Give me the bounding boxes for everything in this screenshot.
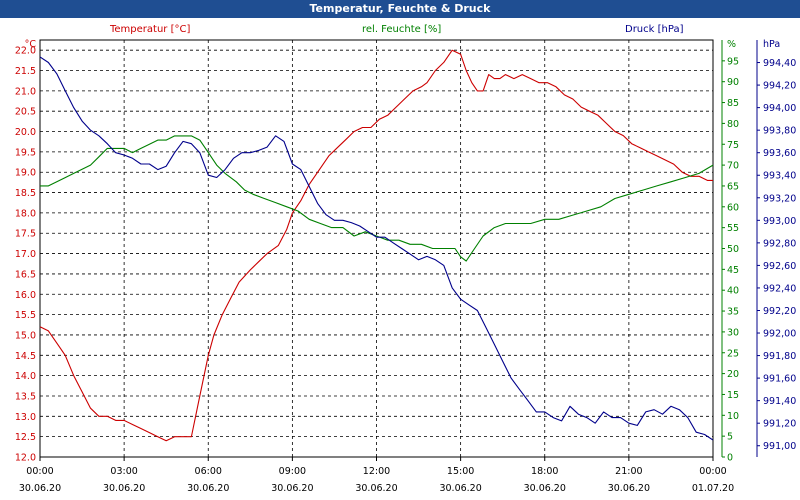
humidity-unit-label: % (727, 39, 736, 50)
temperature-tick-label: 17.5 (15, 229, 36, 240)
temperature-tick-label: 21.0 (15, 86, 36, 97)
x-tick-time-label: 18:00 (531, 466, 558, 477)
x-tick-time-label: 03:00 (110, 466, 137, 477)
x-tick-date-label: 30.06.20 (103, 483, 145, 494)
temperature-tick-label: 19.5 (15, 147, 36, 158)
temperature-line (39, 49, 713, 442)
humidity-tick-label: 10 (727, 411, 739, 422)
humidity-tick-label: 40 (727, 286, 739, 297)
pressure-tick-label: 993,80 (763, 126, 796, 137)
pressure-tick-label: 993,40 (763, 171, 796, 182)
temperature-tick-label: 13.0 (15, 412, 36, 423)
pressure-tick-label: 993,00 (763, 216, 796, 227)
pressure-line (39, 56, 714, 441)
pressure-tick-label: 992,60 (763, 261, 796, 272)
temperature-tick-label: 16.0 (15, 290, 36, 301)
humidity-tick-label: 55 (727, 223, 739, 234)
x-tick-time-label: 00:00 (26, 466, 53, 477)
humidity-tick-label: 25 (727, 348, 739, 359)
x-tick-date-label: 30.06.20 (355, 483, 397, 494)
temperature-tick-label: 14.0 (15, 371, 36, 382)
x-tick-date-label: 30.06.20 (19, 483, 61, 494)
humidity-tick-label: 0 (727, 453, 733, 464)
x-tick-time-label: 21:00 (615, 466, 642, 477)
pressure-tick-label: 991,00 (763, 441, 796, 452)
humidity-tick-label: 60 (727, 202, 739, 213)
pressure-tick-label: 992,40 (763, 283, 796, 294)
humidity-tick-label: 15 (727, 390, 739, 401)
pressure-tick-label: 993,20 (763, 193, 796, 204)
humidity-line (40, 135, 714, 262)
pressure-tick-label: 993,60 (763, 148, 796, 159)
legend-temperature: Temperatur [°C] (110, 24, 191, 35)
x-tick-time-label: 00:00 (699, 466, 726, 477)
temperature-tick-label: 12.0 (15, 453, 36, 464)
x-tick-date-label: 30.06.20 (439, 483, 481, 494)
temperature-tick-label: 17.0 (15, 249, 36, 260)
x-tick-time-label: 06:00 (195, 466, 222, 477)
pressure-tick-label: 991,20 (763, 419, 796, 430)
humidity-tick-label: 20 (727, 369, 739, 380)
x-tick-date-label: 30.06.20 (271, 483, 313, 494)
legend-pressure: Druck [hPa] (625, 24, 684, 35)
temperature-tick-label: 18.5 (15, 188, 36, 199)
temperature-tick-label: 15.0 (15, 330, 36, 341)
humidity-tick-label: 65 (727, 181, 739, 192)
temperature-tick-label: 20.0 (15, 127, 36, 138)
pressure-tick-label: 994,20 (763, 81, 796, 92)
pressure-tick-label: 991,60 (763, 374, 796, 385)
x-tick-time-label: 09:00 (279, 466, 306, 477)
humidity-tick-label: 95 (727, 56, 739, 67)
temperature-tick-label: 20.5 (15, 107, 36, 118)
humidity-tick-label: 50 (727, 244, 739, 255)
window-title: Temperatur, Feuchte & Druck (0, 0, 800, 18)
pressure-tick-label: 991,40 (763, 396, 796, 407)
x-tick-time-label: 15:00 (447, 466, 474, 477)
pressure-unit-label: hPa (763, 39, 780, 50)
temperature-tick-label: 14.5 (15, 351, 36, 362)
temperature-tick-label: 18.0 (15, 208, 36, 219)
humidity-tick-label: 75 (727, 140, 739, 151)
pressure-tick-label: 992,20 (763, 306, 796, 317)
humidity-tick-label: 80 (727, 119, 739, 130)
humidity-tick-label: 45 (727, 265, 739, 276)
humidity-tick-label: 90 (727, 77, 739, 88)
pressure-tick-label: 994,00 (763, 103, 796, 114)
humidity-tick-label: 5 (727, 432, 733, 443)
x-tick-date-label: 01.07.20 (692, 483, 734, 494)
humidity-tick-label: 30 (727, 327, 739, 338)
x-tick-date-label: 30.06.20 (524, 483, 566, 494)
temperature-tick-label: 22.0 (15, 46, 36, 57)
pressure-tick-label: 992,80 (763, 238, 796, 249)
pressure-tick-label: 994,40 (763, 58, 796, 69)
temperature-tick-label: 15.5 (15, 310, 36, 321)
humidity-tick-label: 85 (727, 98, 739, 109)
temperature-tick-label: 12.5 (15, 432, 36, 443)
temperature-unit-label: °C (25, 39, 37, 50)
humidity-tick-label: 35 (727, 307, 739, 318)
temperature-tick-label: 16.5 (15, 269, 36, 280)
humidity-tick-label: 70 (727, 161, 739, 172)
x-tick-date-label: 30.06.20 (608, 483, 650, 494)
x-tick-date-label: 30.06.20 (187, 483, 229, 494)
temperature-tick-label: 13.5 (15, 391, 36, 402)
temperature-tick-label: 19.0 (15, 168, 36, 179)
pressure-tick-label: 992,00 (763, 329, 796, 340)
pressure-tick-label: 991,80 (763, 351, 796, 362)
x-tick-time-label: 12:00 (363, 466, 390, 477)
temperature-tick-label: 21.5 (15, 66, 36, 77)
legend-humidity: rel. Feuchte [%] (362, 24, 442, 35)
